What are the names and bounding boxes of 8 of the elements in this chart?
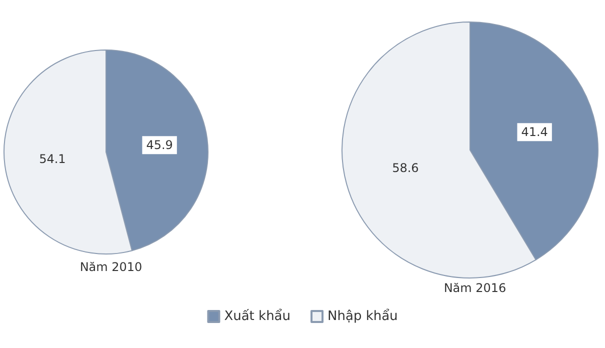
data-label: 58.6 (392, 160, 419, 175)
data-label: 45.9 (146, 138, 173, 152)
legend-label: Xuất khẩu (224, 308, 291, 324)
legend-label: Nhập khẩu (328, 308, 398, 324)
text: Năm 2010 (80, 260, 142, 274)
data-label: 41.4 (521, 125, 548, 140)
text: Năm 2016 (444, 281, 506, 295)
data-label: 54.1 (39, 152, 66, 166)
